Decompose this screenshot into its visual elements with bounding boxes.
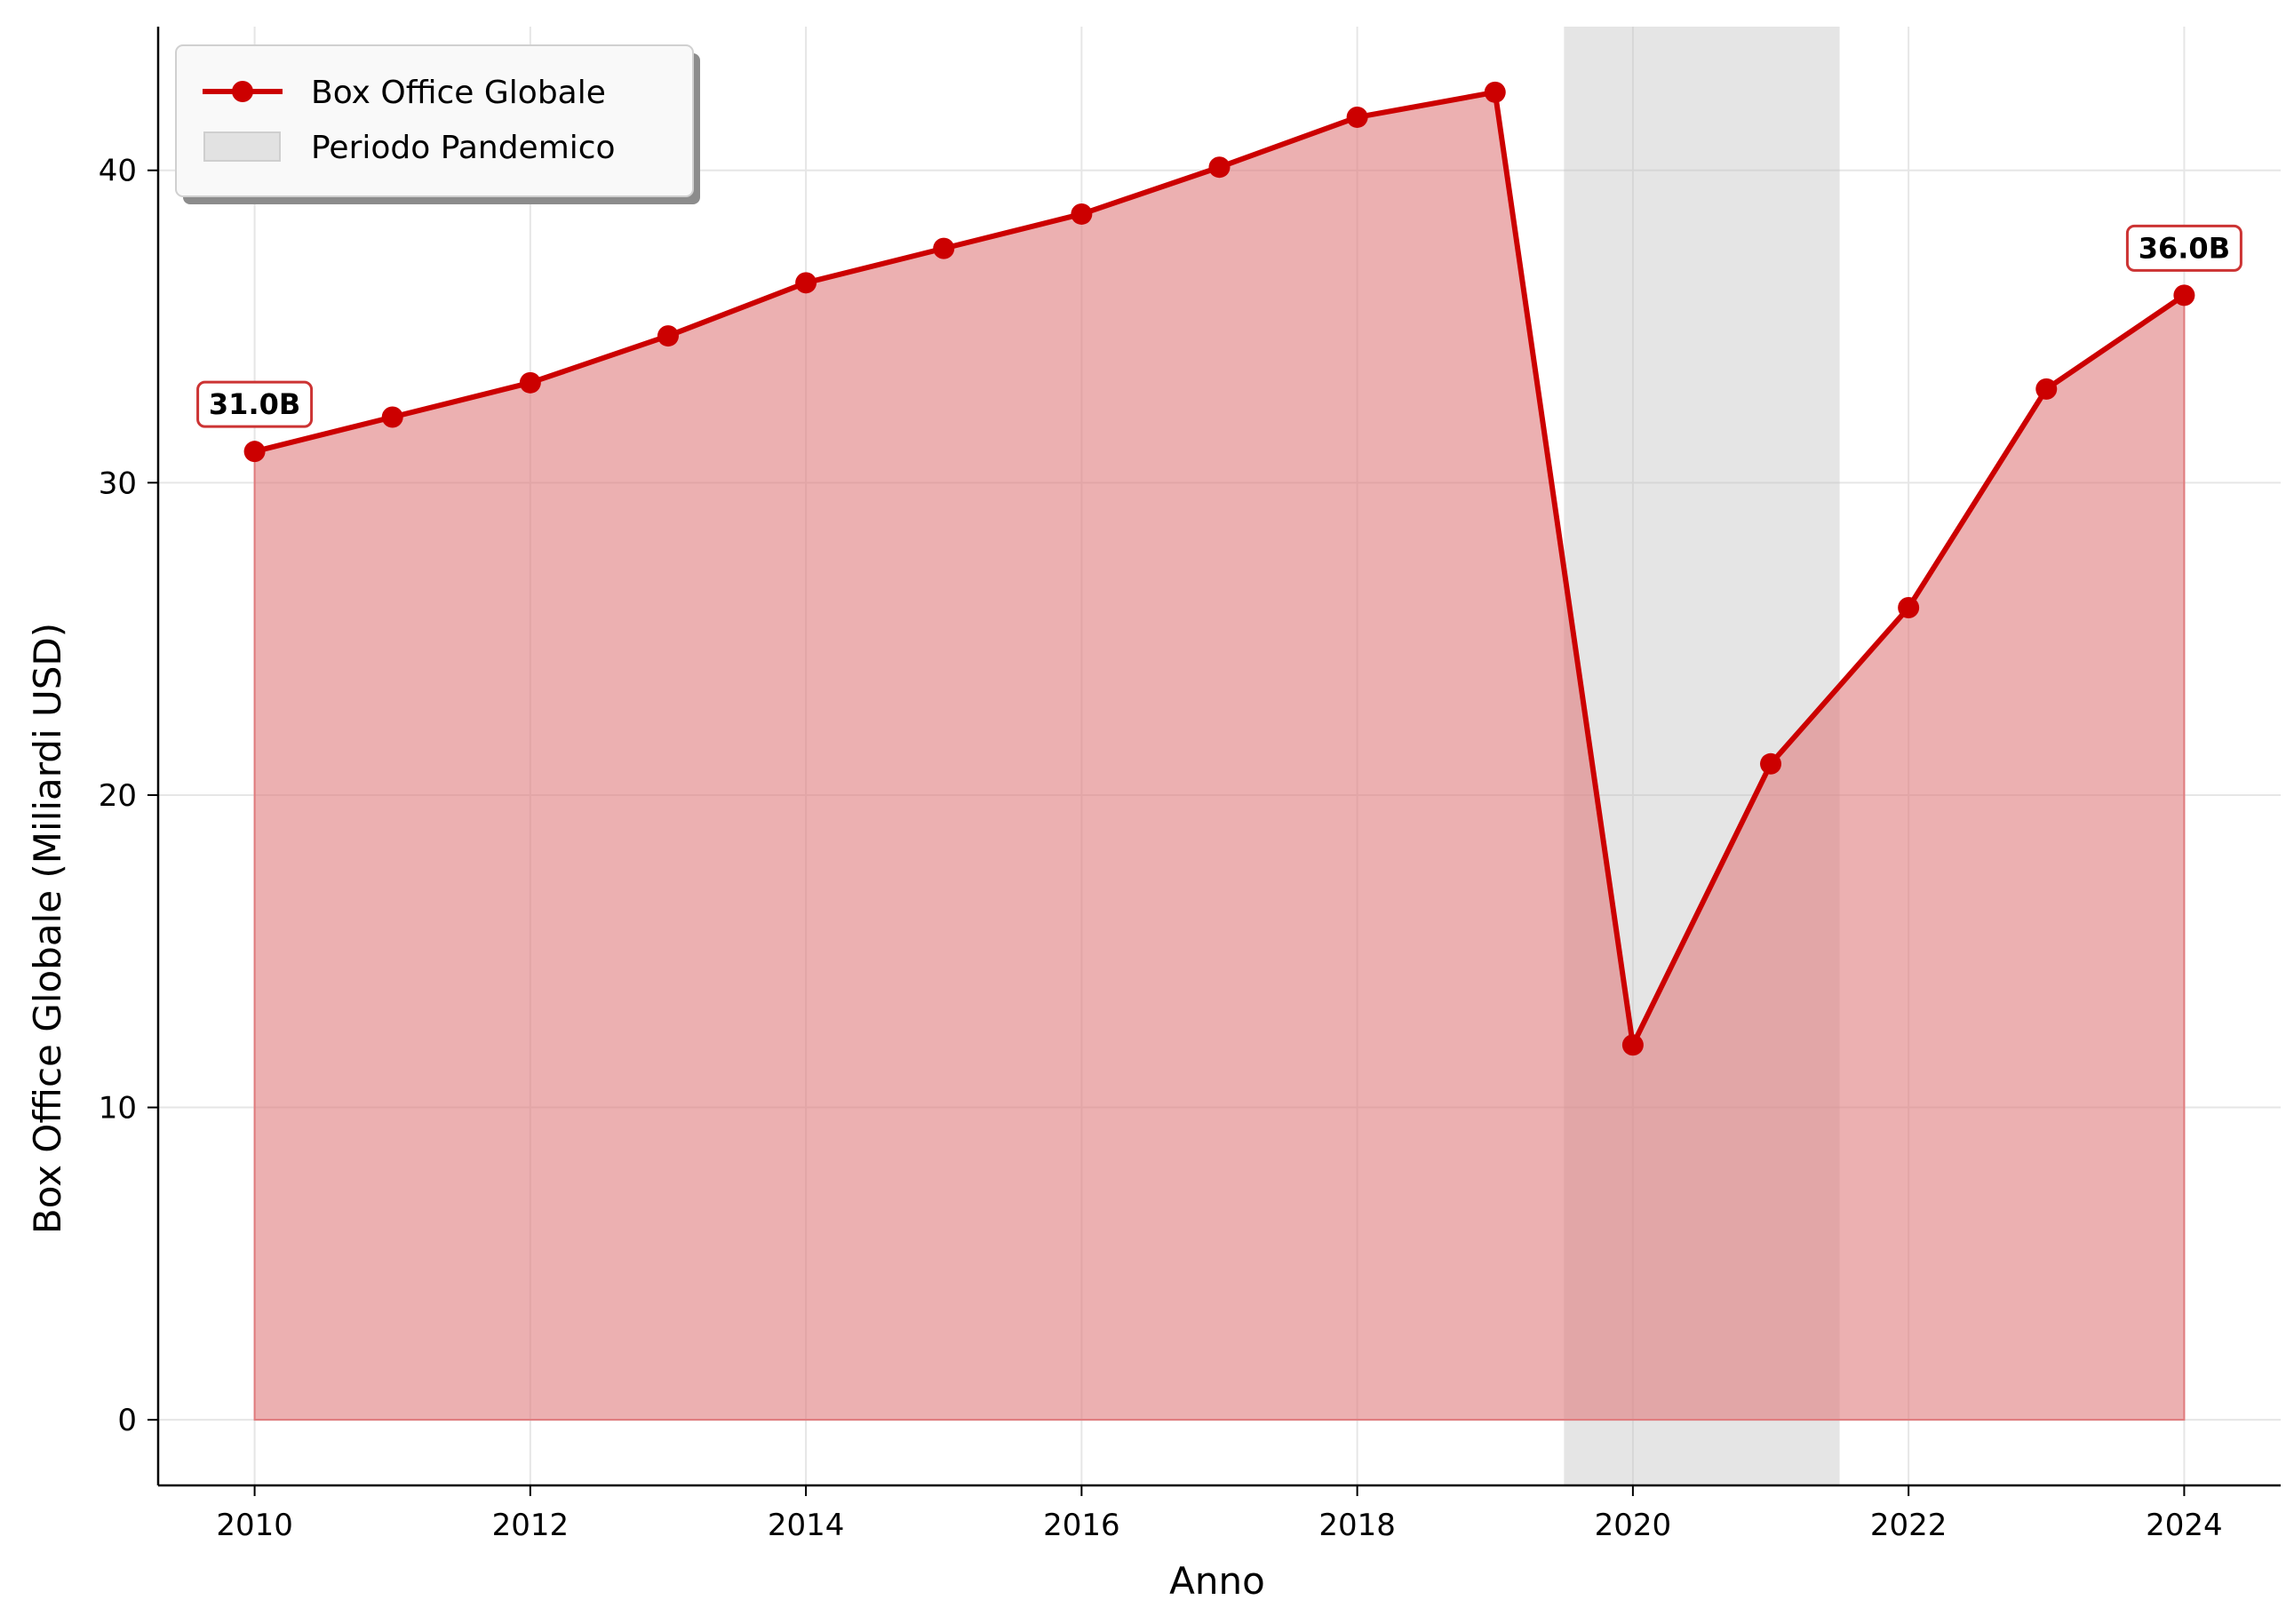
data-point-2023 — [2035, 378, 2058, 400]
legend-marker-swatch — [232, 81, 253, 102]
data-points — [243, 81, 2195, 1056]
data-point-2021 — [1760, 752, 1782, 775]
y-tick-label: 20 — [99, 778, 137, 814]
x-tick-label: 2016 — [1043, 1508, 1120, 1543]
legend: Box Office Globale Periodo Pandemico — [175, 44, 700, 204]
data-point-2024 — [2173, 284, 2195, 306]
data-point-2016 — [1071, 203, 1093, 225]
data-point-2014 — [795, 272, 817, 294]
axes — [156, 27, 2281, 1487]
data-point-2015 — [933, 237, 955, 259]
legend-label-shaded: Periodo Pandemico — [311, 130, 616, 166]
data-point-2017 — [1208, 156, 1231, 179]
annotation-label: 36.0B — [2139, 231, 2230, 265]
legend-box — [175, 44, 694, 197]
x-tick-label: 2014 — [768, 1508, 845, 1543]
annotation-box — [196, 380, 314, 428]
x-axis-title: Anno — [1169, 1559, 1265, 1603]
data-point-2019 — [1484, 81, 1506, 103]
y-tick-label: 0 — [117, 1403, 137, 1438]
x-tick-label: 2020 — [1595, 1508, 1672, 1543]
annotation-box — [2125, 224, 2242, 272]
data-point-2018 — [1346, 106, 1368, 128]
x-tick-label: 2010 — [216, 1508, 293, 1543]
y-tick-label: 30 — [99, 466, 137, 501]
data-point-2012 — [519, 371, 541, 394]
x-tick-label: 2018 — [1318, 1508, 1396, 1543]
tick-labels: 2010 2012 2014 2016 2018 2020 2022 2024 0 10 20 30 4… — [99, 154, 2223, 1543]
annotation-label: 31.0B — [209, 387, 300, 421]
data-point-2020 — [1621, 1034, 1644, 1056]
data-point-2010 — [243, 441, 266, 463]
data-point-2022 — [1898, 596, 1920, 618]
x-tick-label: 2012 — [492, 1508, 570, 1543]
x-tick-label: 2024 — [2146, 1508, 2223, 1543]
data-point-2013 — [657, 325, 679, 347]
x-tick-label: 2022 — [1870, 1508, 1948, 1543]
y-tick-label: 10 — [99, 1091, 137, 1126]
annotations: 31.0B 36.0B — [196, 224, 2242, 428]
legend-label-series: Box Office Globale — [311, 75, 606, 111]
data-point-2011 — [381, 406, 403, 428]
y-axis-title: Box Office Globale (Miliardi USD) — [26, 623, 69, 1234]
legend-shade-swatch — [203, 131, 281, 162]
y-tick-label: 40 — [99, 154, 137, 189]
